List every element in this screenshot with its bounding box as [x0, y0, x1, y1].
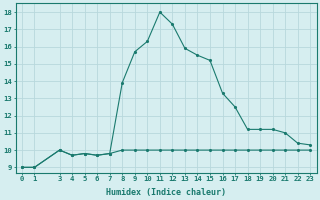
X-axis label: Humidex (Indice chaleur): Humidex (Indice chaleur)	[106, 188, 226, 197]
